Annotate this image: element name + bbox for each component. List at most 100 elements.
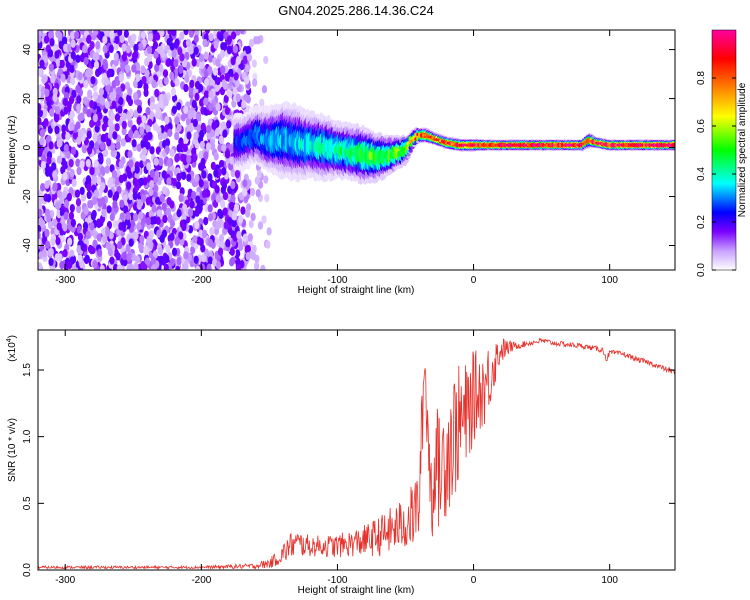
spectrogram-cell <box>161 229 168 238</box>
spectrogram-cell <box>148 230 154 239</box>
spectrogram-cell <box>76 166 82 176</box>
spectrogram-cell <box>189 200 195 209</box>
spectrogram-cell <box>109 92 115 101</box>
spectrogram-cell <box>119 212 125 221</box>
spectrogram-cell <box>48 63 54 72</box>
spectrogram-cell <box>224 106 230 116</box>
spectrogram-cell <box>74 189 81 198</box>
spectrogram-cell <box>52 218 58 228</box>
spectrogram-cell <box>128 129 134 139</box>
spectrogram-cell <box>75 158 81 168</box>
spectrogram-cell <box>174 116 180 125</box>
spectrogram-cell <box>82 96 88 105</box>
spectrogram-cell <box>212 67 219 76</box>
spectrogram-cell <box>191 58 197 67</box>
spectrogram-cell <box>171 49 177 59</box>
spectrogram-cell <box>228 68 234 77</box>
spectrogram-cell <box>113 191 120 200</box>
spectrogram-cell <box>145 106 151 116</box>
spectrogram-cell <box>76 95 82 104</box>
spectrogram-cell <box>38 90 42 99</box>
spectrogram-cell <box>158 63 164 72</box>
spectrogram-cell <box>126 181 132 190</box>
spectrogram-cell <box>209 227 215 236</box>
spectrogram-cell <box>70 31 76 40</box>
spectrogram-cell <box>121 53 128 62</box>
spectrogram-cell <box>133 231 139 240</box>
spectrogram-cell <box>98 155 104 165</box>
spectrogram-cell <box>79 112 85 121</box>
spectrogram-cell <box>153 50 159 59</box>
spectrogram-cell <box>62 248 68 258</box>
spectrogram-cell <box>232 87 238 96</box>
spectrogram-cell <box>97 111 103 120</box>
spectrogram-cell <box>114 35 120 45</box>
spectrogram-cell <box>112 220 119 229</box>
spectrogram-cell <box>161 186 168 195</box>
spectrogram-cell <box>40 161 46 170</box>
spectrogram-cell <box>125 244 131 253</box>
spectrogram-cell <box>138 211 144 220</box>
spectrogram-cell <box>189 87 195 96</box>
spectrogram-cell <box>87 68 94 77</box>
spectrogram-cell <box>242 188 248 197</box>
spectrogram-cell <box>149 101 156 111</box>
spectrogram-cell <box>244 245 250 254</box>
spectrogram-cell <box>92 113 98 123</box>
spectrogram-cell <box>114 176 120 186</box>
spectrogram-cell <box>152 40 159 50</box>
spectrogram-cell <box>189 79 195 89</box>
spectrogram-cell <box>193 131 199 141</box>
spectrogram-cell <box>136 143 142 152</box>
spectrogram-cell <box>200 122 206 132</box>
spectrogram-cell <box>59 234 66 243</box>
spectrogram-cell <box>70 50 76 60</box>
spectrogram-cell <box>142 147 148 156</box>
spectrogram-cell <box>157 99 164 108</box>
spectrogram-cell <box>223 221 229 230</box>
spectrogram-cell <box>174 78 180 87</box>
spectrogram-cell <box>176 123 182 133</box>
spectrogram-cell <box>43 118 49 127</box>
spectrogram-cell <box>242 179 248 188</box>
spectrogram-cell <box>218 210 224 219</box>
spectrogram-cell <box>44 240 51 249</box>
spectrogram-cell <box>182 143 188 153</box>
spectrogram-cell <box>171 105 177 115</box>
spectrogram-cell <box>408 148 413 153</box>
spectrogram-cell <box>106 205 112 214</box>
spectrogram-cell <box>239 30 245 35</box>
spectrogram-cell <box>41 75 47 85</box>
spectrogram-cell <box>123 30 129 38</box>
spectrogram-cell <box>220 121 227 130</box>
spectrogram-cell <box>218 159 225 169</box>
spectrogram-cell <box>220 199 226 209</box>
spectrogram-cell <box>133 129 140 139</box>
spectrogram-cell <box>164 254 170 264</box>
spectrogram-cell <box>106 69 112 78</box>
spectrogram-cell <box>140 194 147 203</box>
spectrogram-cell <box>54 106 61 115</box>
spectrogram-cell <box>193 34 199 44</box>
spectrogram-cell <box>48 257 54 267</box>
spectrogram-cell <box>149 169 155 178</box>
spectrogram-cell <box>253 261 260 270</box>
spectrogram-cell <box>38 191 42 200</box>
spectrogram-cell <box>228 201 235 211</box>
spectrogram-cell <box>166 177 172 186</box>
spectrogram-cell <box>214 83 220 93</box>
spectrogram-cell <box>244 64 250 73</box>
spectrogram-cell <box>210 161 216 171</box>
spectrogram-cell <box>83 79 89 89</box>
spectrogram-cell <box>52 183 58 192</box>
spectrogram-cell <box>76 136 82 145</box>
spectrogram-cell <box>109 112 116 121</box>
spectrogram-cell <box>235 263 241 270</box>
spectrogram-cell <box>93 159 99 169</box>
spectrogram-cell <box>38 103 42 112</box>
spectrogram-cell <box>213 169 219 178</box>
spectrogram-cell <box>123 205 129 214</box>
spectrogram-cell <box>241 99 247 109</box>
spectrogram-cell <box>157 246 164 256</box>
spectrogram-cell <box>133 43 139 53</box>
